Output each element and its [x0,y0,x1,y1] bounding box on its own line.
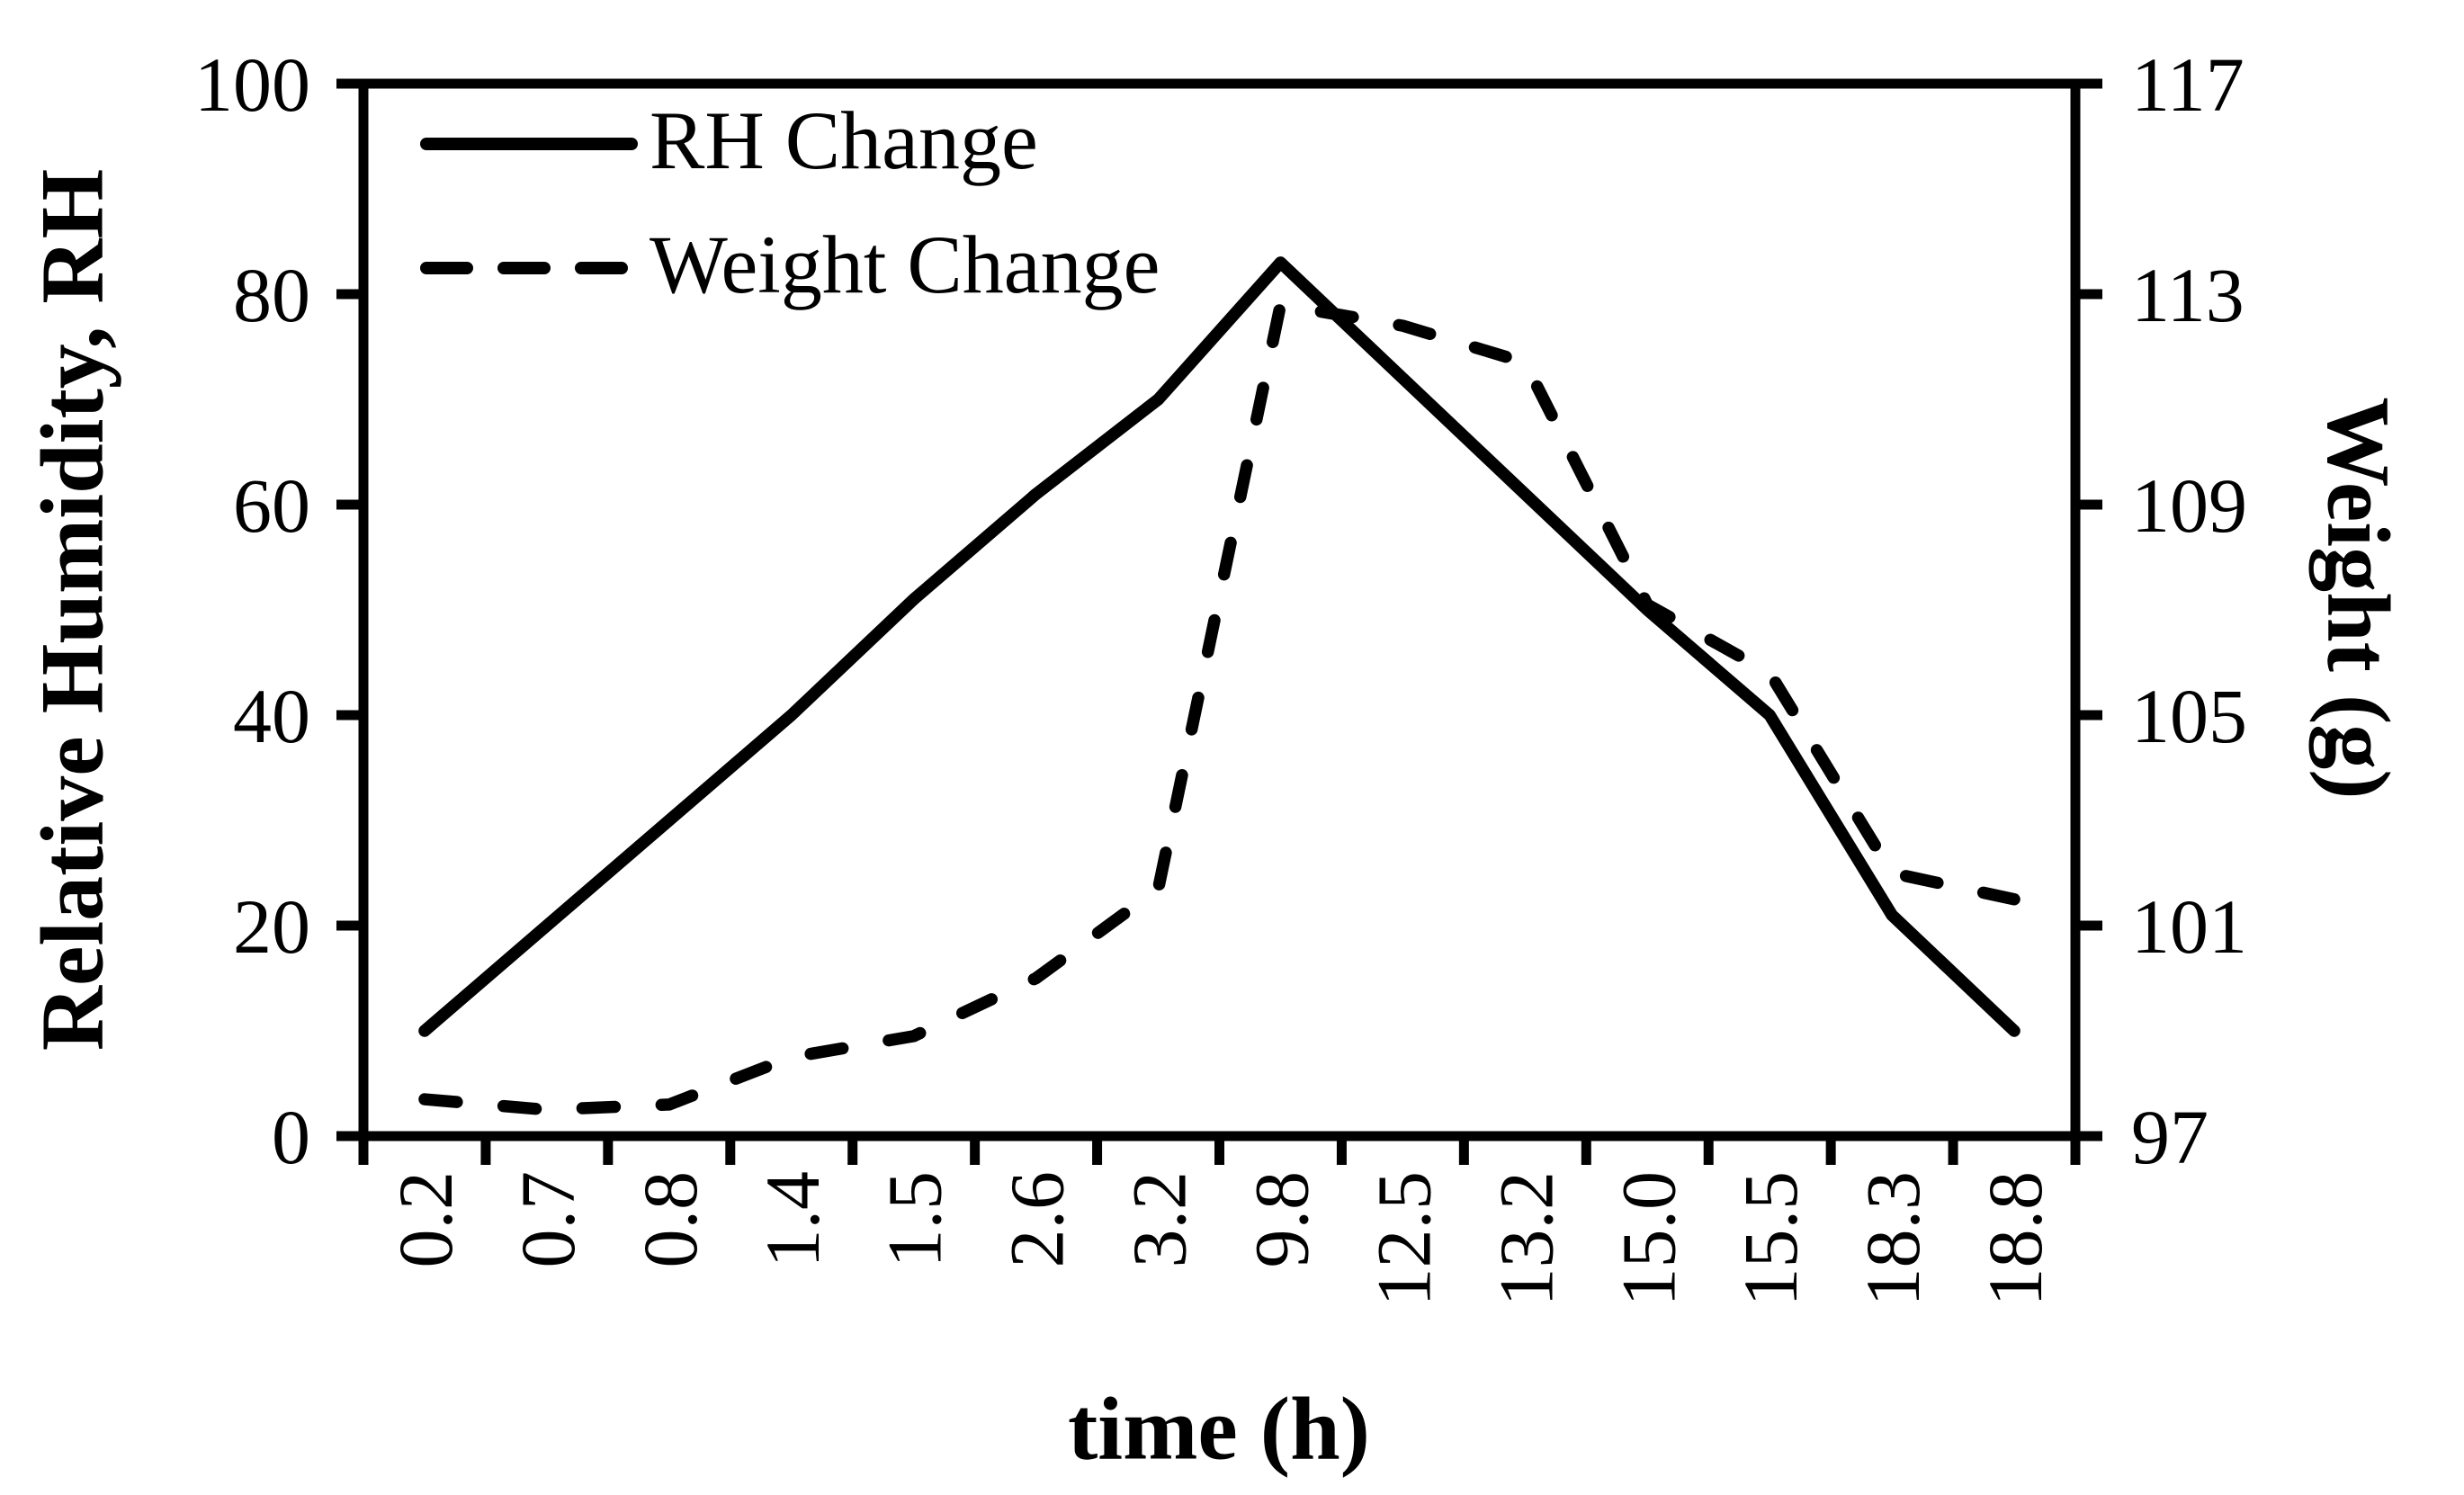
x-axis-category-label: 9.8 [1238,1171,1324,1268]
x-axis-category-label: 0.2 [382,1171,469,1268]
x-axis-category-label: 0.7 [505,1171,591,1268]
left-axis-tick-label: 20 [233,883,310,970]
left-axis-tick-label: 60 [233,462,310,549]
right-axis-tick-label: 117 [2131,41,2244,128]
x-axis-category-label: 3.2 [1116,1171,1203,1268]
x-axis-category-label: 1.5 [872,1171,958,1268]
weight-change-series-line [418,298,2020,1116]
x-axis-category-label: 2.6 [994,1171,1080,1268]
x-axis-category-label: 13.2 [1483,1171,1569,1307]
right-axis-tick-label: 113 [2131,252,2244,338]
left-axis-tick-label: 0 [272,1094,310,1180]
right-axis-title: Weight (g) [2308,397,2409,800]
legend-label-rh-change: RH Change [650,94,1038,186]
x-axis-category-label: 18.3 [1850,1171,1936,1307]
x-axis-category-label: 18.8 [1972,1171,2058,1307]
right-axis-tick-label: 97 [2131,1094,2209,1180]
x-axis-category-label: 15.5 [1727,1171,1814,1307]
right-axis-tick-label: 105 [2131,673,2247,759]
left-axis-tick-label: 40 [233,673,310,759]
left-axis-tick-label: 80 [233,252,310,338]
legend-label-weight-change: Weight Change [650,218,1160,310]
rh-change-series-line [418,256,2020,1037]
x-axis-category-label: 12.5 [1360,1171,1447,1307]
x-axis-category-label: 15.0 [1605,1171,1691,1307]
x-axis-category-label: 1.4 [749,1171,836,1268]
left-axis-tick-label: 100 [194,41,310,128]
x-axis-category-label: 0.8 [627,1171,713,1268]
left-axis-title: Relative Humidity, RH [22,168,122,1052]
right-axis-tick-label: 109 [2131,462,2247,549]
right-axis-tick-label: 101 [2131,883,2247,970]
x-axis-title: time (h) [1068,1378,1370,1479]
